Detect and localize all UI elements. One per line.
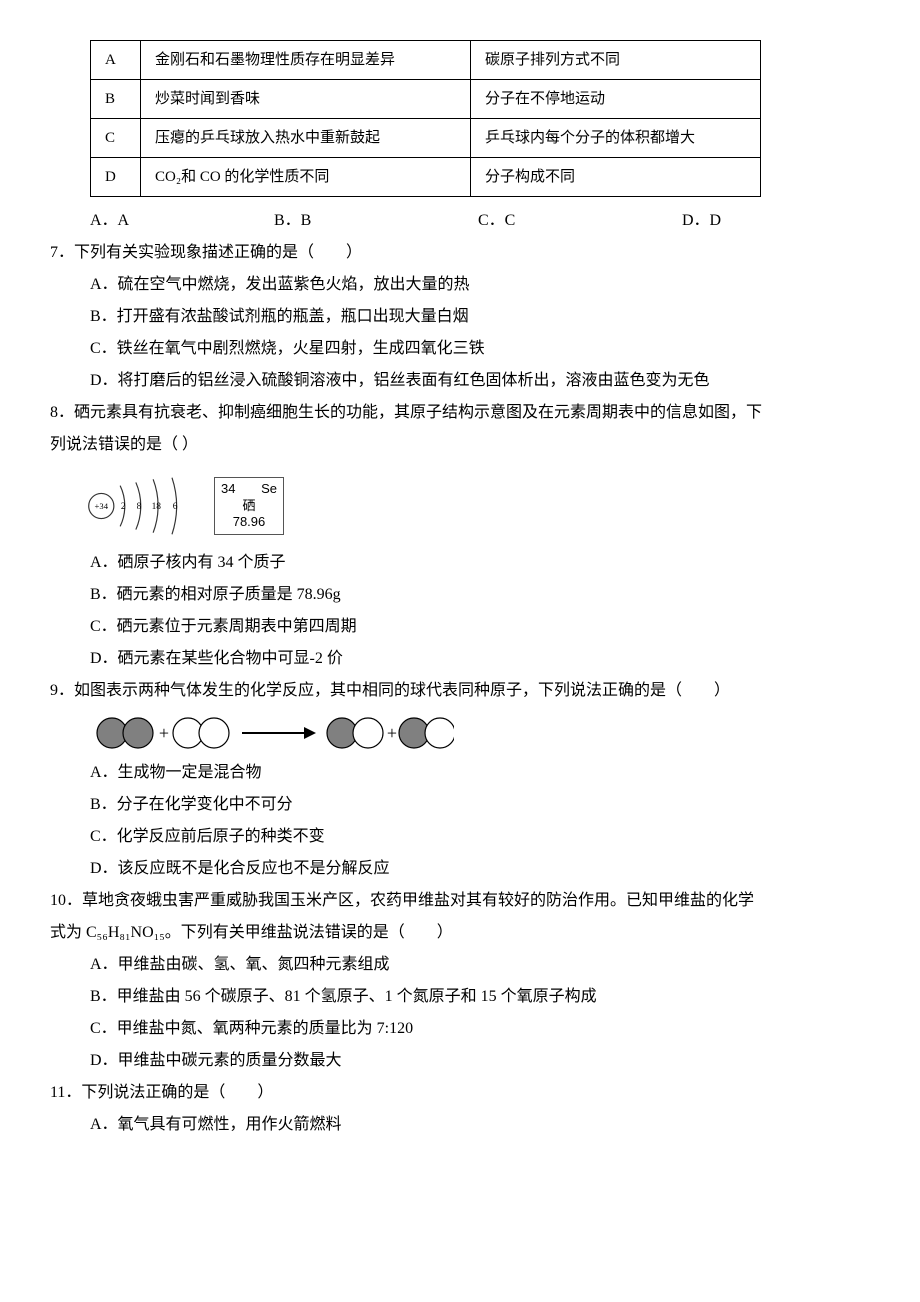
q8-figure-row: +34 2 8 18 6 34 Se 硒 78.96	[84, 471, 870, 541]
q10-stem-line1: 10．草地贪夜蛾虫害严重威胁我国玉米产区，农药甲维盐对其有较好的防治作用。已知甲…	[50, 885, 870, 917]
q9-stem: 9．如图表示两种气体发生的化学反应，其中相同的球代表同种原子，下列说法正确的是（…	[50, 675, 870, 707]
q10-option-d: D．甲维盐中碳元素的质量分数最大	[90, 1045, 870, 1077]
q10-stem-line2: 式为 C₅₆H₈₁NO₁₅。下列有关甲维盐说法错误的是（ ）	[50, 917, 870, 949]
row-letter: B	[91, 80, 141, 119]
atomic-mass: 78.96	[221, 514, 277, 531]
q8-option-b: B．硒元素的相对原子质量是 78.96g	[90, 579, 870, 611]
q9-option-d: D．该反应既不是化合反应也不是分解反应	[90, 853, 870, 885]
q8-option-d: D．硒元素在某些化合物中可显-2 价	[90, 643, 870, 675]
row-letter: C	[91, 119, 141, 158]
q8-stem-line1: 8．硒元素具有抗衰老、抑制癌细胞生长的功能，其原子结构示意图及在元素周期表中的信…	[50, 397, 870, 429]
atom-structure-diagram: +34 2 8 18 6	[84, 471, 194, 541]
plus-sign: +	[387, 723, 397, 743]
q11-stem: 11．下列说法正确的是（ ）	[50, 1077, 870, 1109]
q8-option-a: A．硒原子核内有 34 个质子	[90, 547, 870, 579]
row-explanation: 乒乓球内每个分子的体积都增大	[471, 119, 761, 158]
q10-option-c: C．甲维盐中氮、氧两种元素的质量比为 7:120	[90, 1013, 870, 1045]
q8-stem-line2: 列说法错误的是（ ）	[50, 429, 870, 461]
row-phenomenon: 炒菜时闻到香味	[141, 80, 471, 119]
phenomena-table: A 金刚石和石墨物理性质存在明显差异 碳原子排列方式不同 B 炒菜时闻到香味 分…	[90, 40, 761, 197]
q10-option-a: A．甲维盐由碳、氢、氧、氮四种元素组成	[90, 949, 870, 981]
row-explanation: 分子在不停地运动	[471, 80, 761, 119]
q8-option-c: C．硒元素位于元素周期表中第四周期	[90, 611, 870, 643]
q9-option-b: B．分子在化学变化中不可分	[90, 789, 870, 821]
choice-c: C．C	[478, 205, 678, 237]
q10-option-b: B．甲维盐由 56 个碳原子、81 个氢原子、1 个氮原子和 15 个氧原子构成	[90, 981, 870, 1013]
q7-option-c: C．铁丝在氧气中剧烈燃烧，火星四射，生成四氧化三铁	[90, 333, 870, 365]
shell-1: 2	[121, 502, 126, 512]
table-row: B 炒菜时闻到香味 分子在不停地运动	[91, 80, 761, 119]
row-letter: D	[91, 158, 141, 197]
q11-option-a: A．氧气具有可燃性，用作火箭燃料	[90, 1109, 870, 1141]
atomic-number: 34	[221, 481, 235, 498]
q7-option-a: A．硫在空气中燃烧，发出蓝紫色火焰，放出大量的热	[90, 269, 870, 301]
choice-b: B．B	[274, 205, 474, 237]
element-name: 硒	[221, 498, 277, 515]
choice-a: A．A	[90, 205, 270, 237]
row-explanation: 碳原子排列方式不同	[471, 41, 761, 80]
reaction-diagram: + +	[94, 713, 870, 753]
q7-option-b: B．打开盛有浓盐酸试剂瓶的瓶盖，瓶口出现大量白烟	[90, 301, 870, 333]
shell-4: 6	[173, 502, 178, 512]
table-row: D CO₂和 CO 的化学性质不同 分子构成不同	[91, 158, 761, 197]
element-symbol: Se	[261, 481, 277, 498]
q9-option-c: C．化学反应前后原子的种类不变	[90, 821, 870, 853]
q9-option-a: A．生成物一定是混合物	[90, 757, 870, 789]
table-row: A 金刚石和石墨物理性质存在明显差异 碳原子排列方式不同	[91, 41, 761, 80]
row-phenomenon: 金刚石和石墨物理性质存在明显差异	[141, 41, 471, 80]
shell-3: 18	[152, 502, 162, 512]
nucleus-charge: +34	[95, 501, 109, 511]
q7-option-d: D．将打磨后的铝丝浸入硫酸铜溶液中，铝丝表面有红色固体析出，溶液由蓝色变为无色	[90, 365, 870, 397]
periodic-table-tile: 34 Se 硒 78.96	[214, 477, 284, 536]
row-letter: A	[91, 41, 141, 80]
row-phenomenon: 压瘪的乒乓球放入热水中重新鼓起	[141, 119, 471, 158]
choice-d: D．D	[682, 205, 721, 237]
row-phenomenon: CO₂和 CO 的化学性质不同	[141, 158, 471, 197]
inline-choice-row: A．A B．B C．C D．D	[90, 205, 870, 237]
table-row: C 压瘪的乒乓球放入热水中重新鼓起 乒乓球内每个分子的体积都增大	[91, 119, 761, 158]
q7-stem: 7．下列有关实验现象描述正确的是（ ）	[50, 237, 870, 269]
plus-sign: +	[159, 723, 169, 743]
row-explanation: 分子构成不同	[471, 158, 761, 197]
shell-2: 8	[137, 502, 142, 512]
